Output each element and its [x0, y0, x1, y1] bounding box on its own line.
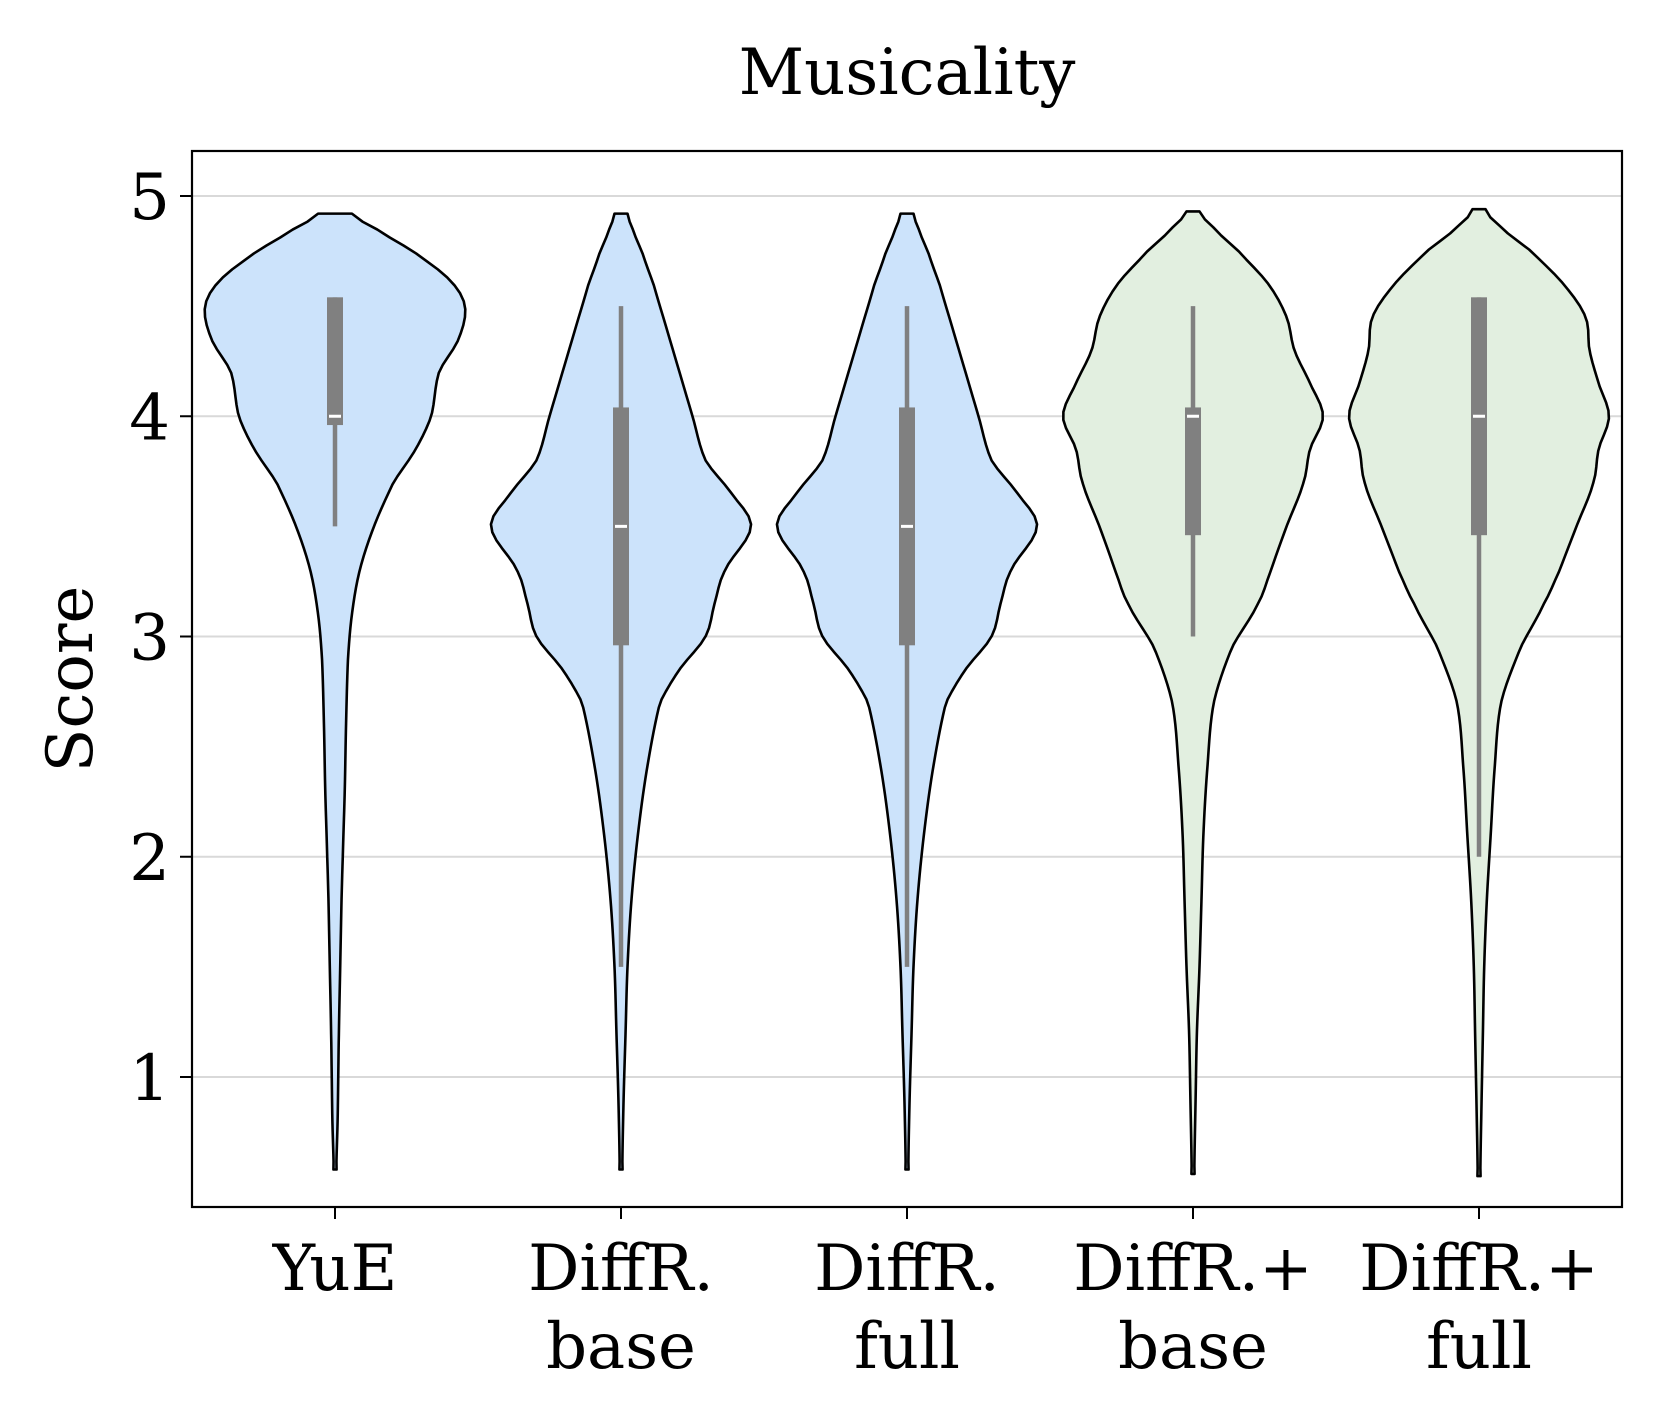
x-tick-label-diffr-base-line-2: base: [1118, 1310, 1268, 1384]
x-tick-label-diffr-full-line-2: full: [854, 1310, 960, 1384]
x-tick-label-diffr-full-line-2: full: [1426, 1310, 1532, 1384]
violin-body: [1062, 210, 1324, 1176]
violin-yue: [203, 212, 467, 1171]
x-tick-label-diffr-full-line-1: DiffR.+: [1359, 1232, 1598, 1306]
x-tick-label-diffr-base-line-1: DiffR.+: [1073, 1232, 1312, 1306]
x-tick-label-diffr-full-line-1: DiffR.: [814, 1232, 1000, 1306]
violin-diffr-base: [1062, 210, 1324, 1176]
violin-diffr-full: [1347, 207, 1611, 1178]
chart-title: Musicality: [739, 36, 1076, 110]
y-tick-label-1: 1: [129, 1042, 170, 1116]
x-tick-label-diffr-base-line-1: DiffR.: [528, 1232, 714, 1306]
y-tick-label-2: 2: [129, 822, 170, 896]
y-tick-label-5: 5: [129, 161, 170, 235]
iqr-box: [327, 297, 343, 426]
x-tick-label-diffr-base-line-2: base: [546, 1310, 696, 1384]
y-tick-label-4: 4: [129, 381, 170, 455]
iqr-box: [1185, 407, 1201, 536]
x-tick-label-yue-line-1: YuE: [272, 1232, 398, 1306]
y-tick-label-3: 3: [129, 602, 170, 676]
violin-diffr-full: [775, 212, 1039, 1171]
violin-body: [203, 212, 467, 1171]
violin-layer: [203, 207, 1611, 1178]
y-axis-label: Score: [34, 586, 108, 773]
violin-diffr-base: [489, 212, 753, 1171]
